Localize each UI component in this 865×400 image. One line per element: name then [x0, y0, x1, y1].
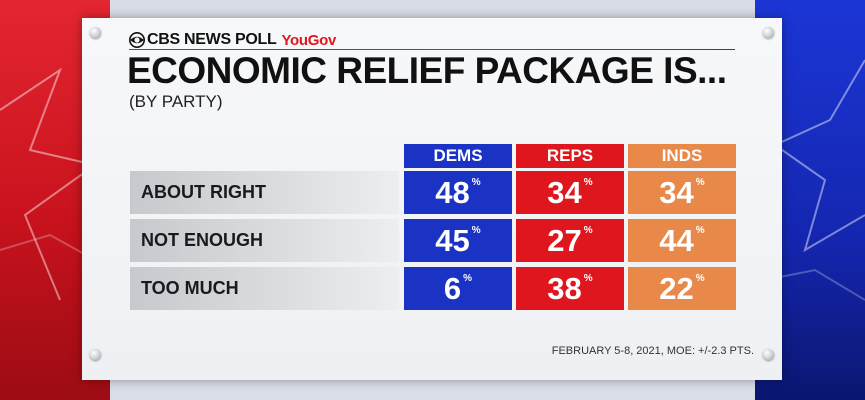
percent-sign: % [583, 177, 593, 188]
page-subtitle: (BY PARTY) [129, 92, 223, 111]
poll-panel: CBS NEWS POLL YouGov ECONOMIC RELIEF PAC… [82, 18, 782, 380]
bolt-icon [90, 27, 101, 38]
cell-too-much-reps: 38% [516, 267, 624, 310]
bolt-icon [90, 349, 101, 360]
header-rule [129, 49, 735, 50]
value-label: 34 [659, 175, 694, 210]
value-label: 34 [547, 175, 582, 210]
value-label: 48 [435, 175, 470, 210]
column-header-dems: DEMS [404, 144, 512, 168]
value-label: 22 [659, 271, 694, 306]
value-label: 45 [435, 223, 470, 258]
value-label: 6 [443, 271, 462, 306]
star-decoration-left [0, 67, 98, 301]
source-note: FEBRUARY 5-8, 2021, MOE: +/-2.3 PTS. [551, 345, 754, 357]
percent-sign: % [471, 225, 481, 236]
cell-too-much-dems: 6% [404, 267, 512, 310]
partner-logo: YouGov [281, 31, 337, 49]
percent-sign: % [583, 225, 593, 236]
column-header-inds: INDS [628, 144, 736, 168]
cell-about-right-inds: 34% [628, 171, 736, 214]
cell-about-right-reps: 34% [516, 171, 624, 214]
cell-not-enough-inds: 44% [628, 219, 736, 262]
column-header-reps: REPS [516, 144, 624, 168]
value-label: 44 [659, 223, 694, 258]
percent-sign: % [695, 225, 705, 236]
logo-row: CBS NEWS POLL YouGov [129, 31, 336, 49]
cell-not-enough-dems: 45% [404, 219, 512, 262]
bolt-icon [763, 349, 774, 360]
cell-not-enough-reps: 27% [516, 219, 624, 262]
page-title: ECONOMIC RELIEF PACKAGE IS... [127, 50, 727, 91]
percent-sign: % [695, 273, 705, 284]
row-label-not-enough: NOT ENOUGH [130, 219, 399, 262]
percent-sign: % [695, 177, 705, 188]
brand-label: CBS NEWS POLL [147, 31, 277, 48]
row-label-too-much: TOO MUCH [130, 267, 399, 310]
percent-sign: % [471, 177, 481, 188]
value-label: 38 [547, 271, 582, 306]
percent-sign: % [463, 273, 473, 284]
bolt-icon [763, 27, 774, 38]
cell-too-much-inds: 22% [628, 267, 736, 310]
percent-sign: % [583, 273, 593, 284]
row-label-about-right: ABOUT RIGHT [130, 171, 399, 214]
cell-about-right-dems: 48% [404, 171, 512, 214]
cbs-eye-icon [129, 32, 145, 48]
value-label: 27 [547, 223, 582, 258]
